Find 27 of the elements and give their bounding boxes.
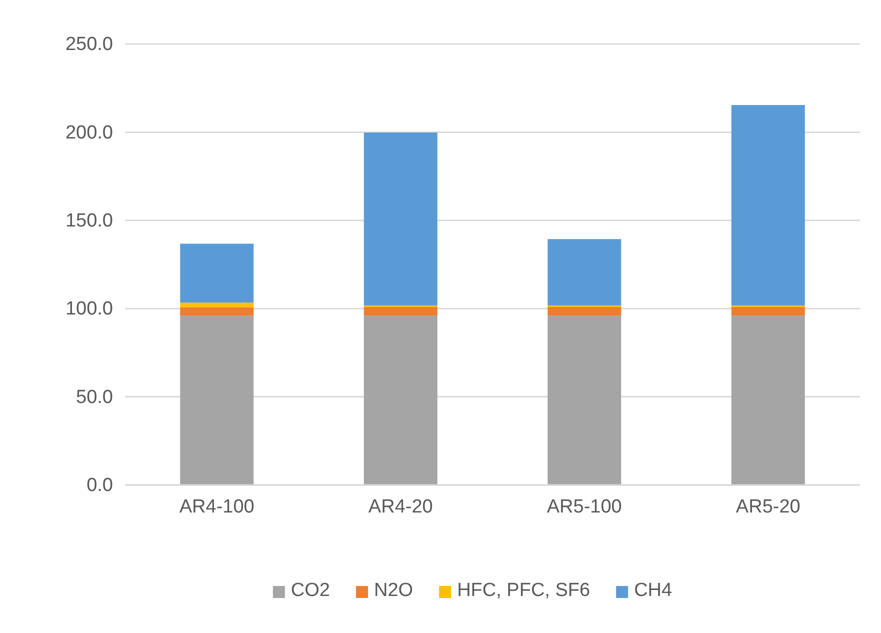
x-tick-label: AR5-100 bbox=[546, 496, 622, 518]
bar bbox=[548, 239, 622, 306]
bar bbox=[180, 316, 254, 485]
y-tick-label: 50.0 bbox=[76, 386, 113, 408]
x-tick-label: AR4-20 bbox=[368, 496, 433, 518]
y-tick-label: 100.0 bbox=[65, 298, 113, 320]
bar bbox=[731, 105, 805, 306]
bar bbox=[548, 316, 622, 485]
legend-label: HFC, PFC, SF6 bbox=[457, 580, 590, 601]
y-tick-label: 0.0 bbox=[86, 475, 113, 496]
bar bbox=[364, 306, 438, 316]
bar bbox=[180, 307, 254, 316]
bar bbox=[180, 244, 254, 303]
y-tick-label: 250.0 bbox=[65, 34, 113, 56]
legend-label: CO2 bbox=[290, 580, 330, 601]
y-tick-label: 150.0 bbox=[65, 210, 113, 232]
x-tick-label: AR5-20 bbox=[736, 496, 800, 518]
y-tick-label: 200.0 bbox=[65, 122, 113, 144]
x-tick-label: AR4-100 bbox=[179, 496, 254, 518]
bar bbox=[731, 306, 805, 316]
bar bbox=[364, 132, 438, 306]
legend-label: N2O bbox=[374, 580, 414, 601]
bar bbox=[731, 316, 805, 485]
bar bbox=[364, 316, 438, 485]
legend-label: CH4 bbox=[634, 580, 673, 601]
bar bbox=[548, 306, 622, 316]
bar bbox=[180, 302, 254, 308]
